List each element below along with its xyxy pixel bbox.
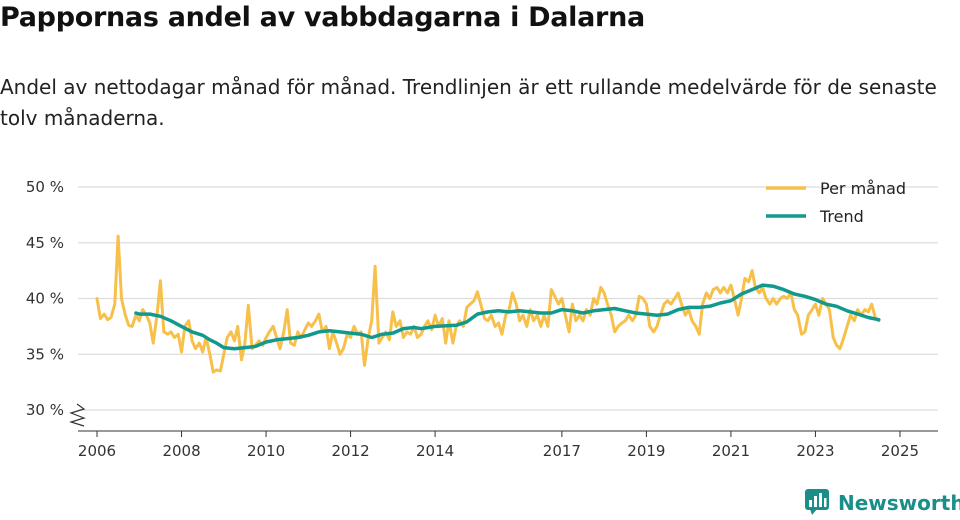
x-tick-label: 2012 — [331, 442, 369, 460]
axes: 30 % 35 % 40 % 45 % 50 % 2006 2008 2010 2012 2014… — [26, 178, 938, 460]
x-tick-label: 2017 — [543, 442, 581, 460]
x-tick-label: 2025 — [881, 442, 919, 460]
y-tick-label: 30 % — [26, 401, 64, 419]
chart-title: Pappornas andel av vabbdagarna i Dalarna — [0, 2, 645, 33]
x-tick-label: 2021 — [712, 442, 750, 460]
series-line-trend — [134, 283, 881, 351]
legend: Per månad Trend — [766, 179, 906, 226]
x-tick-label: 2010 — [247, 442, 285, 460]
y-tick-label: 45 % — [26, 234, 64, 252]
brand-name: Newsworthy — [838, 491, 960, 515]
x-tick-label: 2008 — [162, 442, 200, 460]
x-tick-label: 2014 — [416, 442, 454, 460]
x-tick-label: 2019 — [627, 442, 665, 460]
x-tick-label: 2023 — [796, 442, 834, 460]
brand-logo[interactable]: Newsworthy — [804, 488, 960, 518]
series-line-per-manad — [95, 234, 881, 374]
y-tick-label: 35 % — [26, 345, 64, 363]
series-lines — [95, 234, 881, 374]
chart-subtitle: Andel av nettodagar månad för månad. Tre… — [0, 75, 937, 130]
newsworthy-logo-icon — [805, 489, 829, 515]
x-tick-label: 2006 — [78, 442, 116, 460]
y-tick-label: 40 % — [26, 290, 64, 308]
legend-label-monthly: Per månad — [820, 179, 906, 198]
y-tick-label: 50 % — [26, 178, 64, 196]
y-axis-break-icon — [68, 403, 86, 427]
legend-label-trend: Trend — [819, 207, 864, 226]
